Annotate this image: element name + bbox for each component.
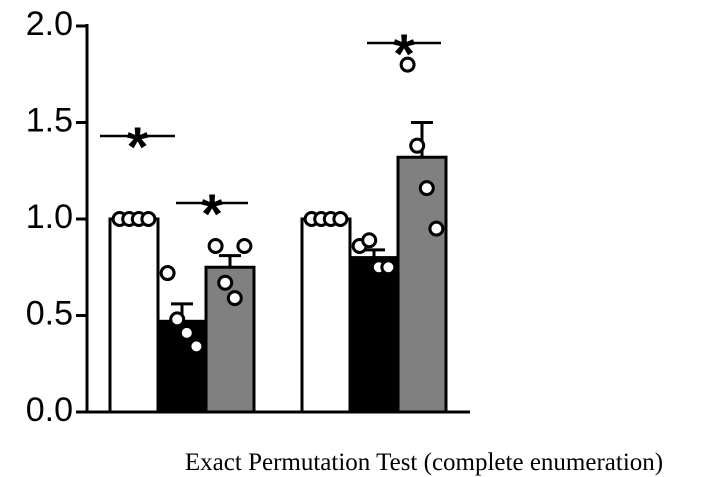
data-point	[217, 274, 234, 291]
data-point	[159, 265, 176, 282]
y-tick-label: 1.5	[26, 101, 73, 139]
data-point	[380, 259, 397, 276]
y-tick-label: 0.0	[26, 391, 73, 429]
bar	[108, 217, 160, 414]
significance-label: *	[201, 182, 223, 245]
data-point	[169, 311, 186, 328]
data-point	[140, 211, 157, 227]
significance-label: *	[393, 22, 415, 85]
data-point	[236, 238, 253, 255]
bar	[204, 265, 256, 414]
data-point	[178, 324, 195, 341]
data-point	[226, 290, 243, 307]
data-point	[207, 238, 224, 255]
data-point	[409, 137, 426, 154]
caption: Exact Permutation Test (complete enumera…	[185, 449, 663, 476]
y-tick-label: 2.0	[26, 5, 73, 43]
data-point	[361, 232, 378, 249]
data-point	[418, 180, 435, 197]
bar	[348, 256, 400, 414]
bar	[300, 217, 352, 414]
bar	[396, 155, 448, 414]
significance-label: *	[127, 115, 149, 178]
data-point	[188, 338, 205, 355]
data-point	[428, 220, 445, 237]
data-point	[399, 56, 416, 73]
y-tick-label: 0.5	[26, 294, 73, 332]
y-tick-label: 1.0	[26, 198, 73, 236]
data-point	[332, 211, 349, 227]
